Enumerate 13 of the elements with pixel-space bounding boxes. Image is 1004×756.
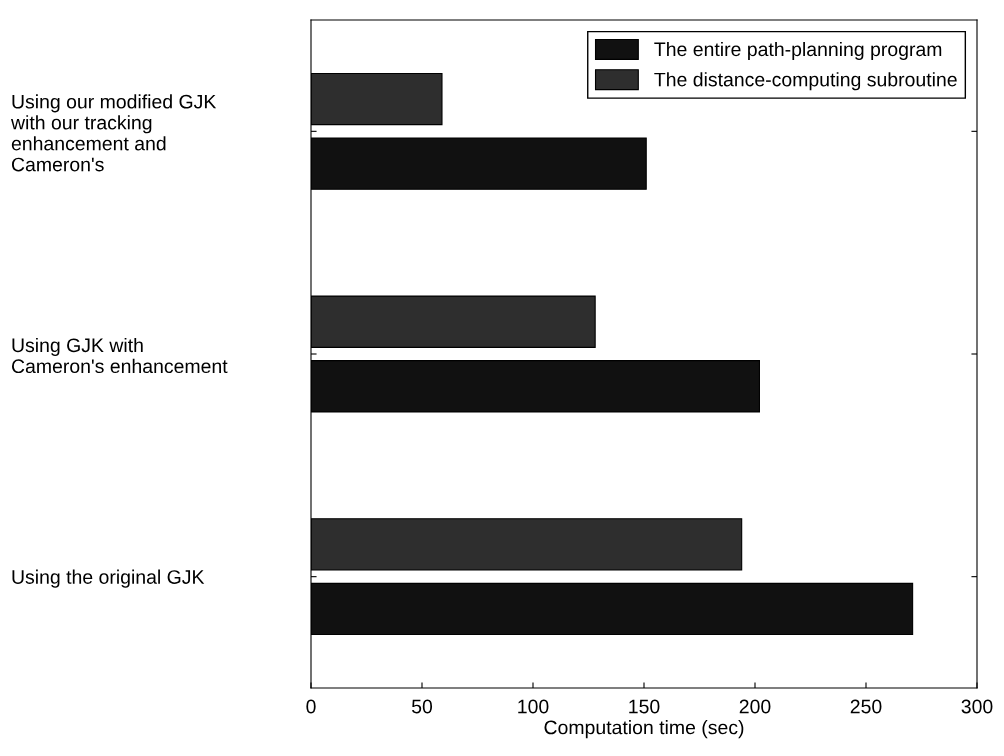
legend-label: The distance-computing subroutine xyxy=(654,72,957,91)
y-tick-label: Using our modified GJK with our tracking enhancement and Cameron's xyxy=(10,94,217,172)
x-tick-label: 0 xyxy=(306,699,316,714)
x-tick-label: 300 xyxy=(961,699,993,714)
x-axis-title: Computation time (sec) xyxy=(544,720,744,739)
x-tick-label: 250 xyxy=(850,699,882,714)
legend-label: The entire path-planning program xyxy=(654,41,942,61)
x-tick-label: 150 xyxy=(629,699,660,714)
x-tick-label: 100 xyxy=(518,699,549,714)
x-tick-label: 50 xyxy=(411,699,433,714)
x-tick-label: 200 xyxy=(739,699,771,714)
y-tick-label: Using the original GJK xyxy=(12,569,205,588)
y-tick-label: Using GJK with Cameron's enhancement xyxy=(11,337,228,374)
